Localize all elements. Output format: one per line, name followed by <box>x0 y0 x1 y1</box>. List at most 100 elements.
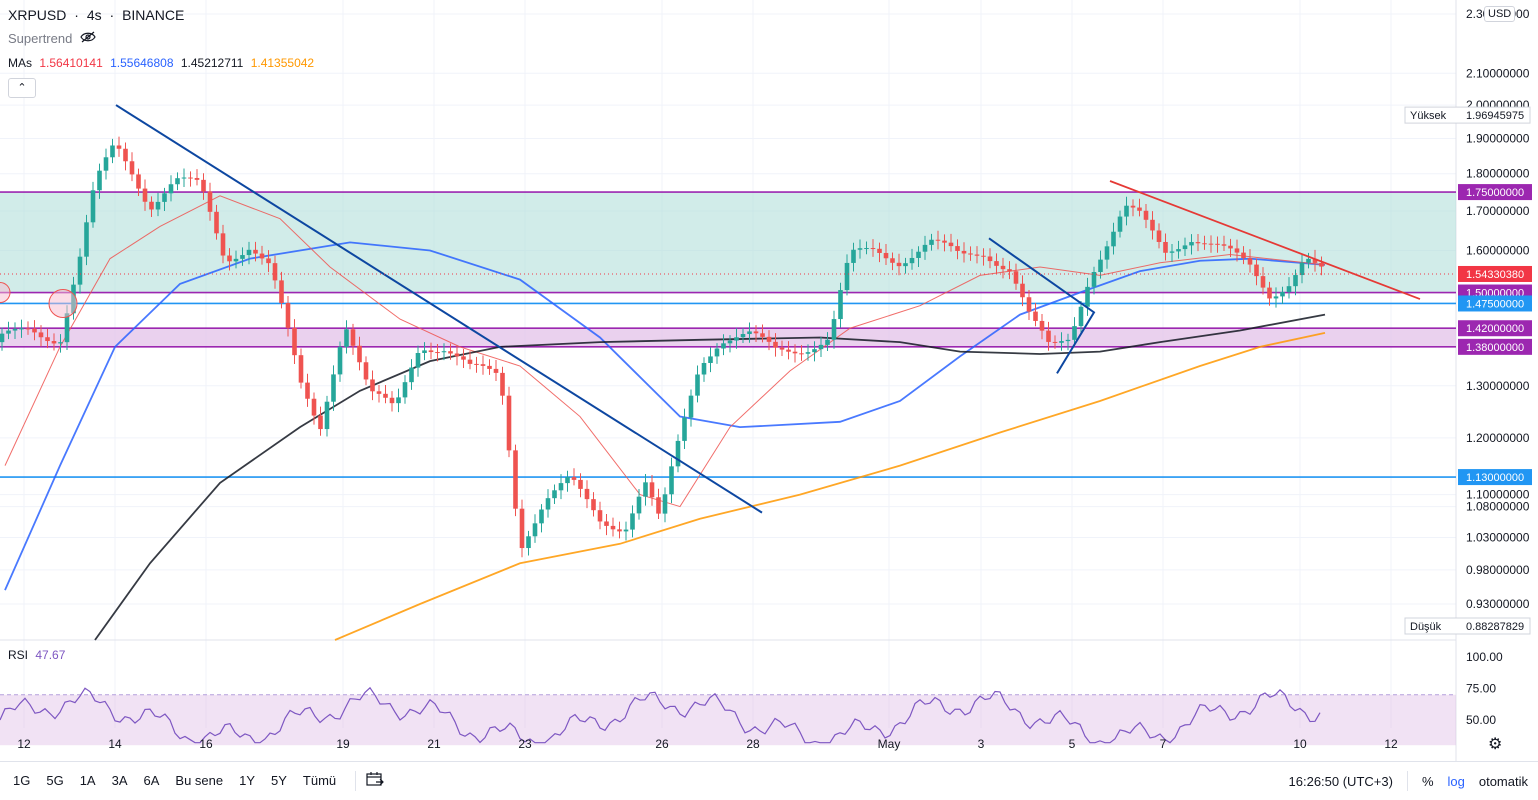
candle-body <box>974 254 980 256</box>
readout-label: Düşük <box>1410 621 1442 633</box>
level-tag <box>1458 184 1532 201</box>
zones <box>0 192 1456 347</box>
candle-body <box>857 248 863 250</box>
level-tag-label: 1.38000000 <box>1466 342 1524 354</box>
separator: · <box>109 7 115 23</box>
candle-body <box>77 256 83 285</box>
candle-body <box>1299 262 1305 276</box>
candle-body <box>747 331 752 335</box>
candle-body <box>441 351 447 353</box>
candle-body <box>942 240 947 243</box>
level-tag <box>1458 295 1532 312</box>
candle-body <box>1117 216 1123 232</box>
range-1y[interactable]: 1Y <box>239 773 256 788</box>
candle-body <box>591 499 596 511</box>
candle-body <box>552 490 557 499</box>
candle-body <box>682 417 687 441</box>
range-3m[interactable]: 3A <box>111 773 128 788</box>
price-tick-label: 2.10000000 <box>1466 66 1530 80</box>
range-6m[interactable]: 6A <box>143 773 160 788</box>
candle-body <box>103 157 109 171</box>
candle-body <box>877 248 882 253</box>
level-tag-label: 1.75000000 <box>1466 187 1524 199</box>
candle-body <box>292 327 297 356</box>
candle-body <box>0 333 5 343</box>
candle-body <box>448 351 453 354</box>
candle-body <box>1267 287 1272 299</box>
candle-body <box>266 258 271 264</box>
zone-green <box>0 192 1456 293</box>
candle-body <box>565 477 570 484</box>
candle-body <box>1150 219 1155 231</box>
candle-body <box>1124 205 1129 217</box>
candle-body <box>994 261 999 266</box>
range-1d[interactable]: 1G <box>13 773 31 788</box>
candle-body <box>1306 258 1311 263</box>
range-5d[interactable]: 5G <box>46 773 64 788</box>
candle-body <box>1065 339 1071 342</box>
time-tick-label: 5 <box>1069 737 1076 751</box>
ma-legend: MAs 1.56410141 1.55646808 1.45212711 1.4… <box>8 56 318 70</box>
range-5y[interactable]: 5Y <box>271 773 287 788</box>
range-all[interactable]: Tümü <box>302 773 337 788</box>
candle-body <box>396 397 401 404</box>
clock-time[interactable]: 16:26:50 (UTC+3) <box>1288 773 1393 789</box>
chart-canvas[interactable]: 100.0075.0050.002.300000002.100000002.00… <box>0 0 1538 761</box>
candle-body <box>532 523 538 537</box>
interval: 4s <box>86 7 102 23</box>
candle-body <box>1098 259 1103 273</box>
percent-scale-button[interactable]: % <box>1421 773 1434 789</box>
candle-body <box>298 355 304 383</box>
candle-body <box>1059 341 1064 343</box>
time-tick-label: 26 <box>655 737 669 751</box>
gear-icon[interactable]: ⚙ <box>1488 736 1503 753</box>
candle-body <box>604 521 609 526</box>
range-1m[interactable]: 1A <box>79 773 96 788</box>
time-axis[interactable]: 12 14 16 19 21 23 26 28 May 3 5 7 10 12 <box>17 737 1398 751</box>
currency-badge[interactable]: USD <box>1484 6 1516 22</box>
candlesticks <box>0 136 1324 558</box>
auto-scale-button[interactable]: otomatik <box>1478 773 1528 789</box>
price-tick-label: 0.98000000 <box>1466 563 1530 577</box>
candle-body <box>1260 276 1266 288</box>
price-tick-label: 1.03000000 <box>1466 530 1530 544</box>
candle-body <box>233 258 239 262</box>
time-tick-label: 12 <box>17 737 31 751</box>
candle-body <box>467 359 473 364</box>
candle-body <box>110 145 115 158</box>
collapse-legend-button[interactable]: ⌃ <box>8 78 36 98</box>
ma-value: 1.41355042 <box>250 56 315 70</box>
time-tick-label: 10 <box>1293 737 1307 751</box>
eye-off-icon[interactable] <box>80 31 96 46</box>
range-ytd[interactable]: Bu sene <box>175 773 224 788</box>
candle-body <box>1091 272 1097 287</box>
candle-body <box>155 201 161 210</box>
grid-lines <box>0 0 1457 761</box>
candle-body <box>545 498 551 510</box>
price-tick-label: 1.20000000 <box>1466 431 1530 445</box>
candle-body <box>1137 207 1142 211</box>
ma-value: 1.56410141 <box>39 56 103 70</box>
candle-body <box>409 367 414 383</box>
candle-body <box>539 509 544 524</box>
candle-body <box>656 497 661 514</box>
candle-body <box>669 466 674 495</box>
candle-body <box>1286 286 1292 292</box>
candle-body <box>786 349 791 352</box>
candle-body <box>376 391 382 394</box>
price-axis[interactable]: 100.0075.0050.002.300000002.100000002.00… <box>1404 7 1532 727</box>
level-tag-label: 1.13000000 <box>1466 472 1524 484</box>
rsi-legend: RSI 47.67 <box>8 648 69 662</box>
candle-body <box>116 145 122 149</box>
candle-body <box>32 328 37 333</box>
candle-body <box>285 302 291 328</box>
candle-body <box>844 262 850 291</box>
log-scale-button[interactable]: log <box>1447 773 1465 789</box>
date-range-icon[interactable] <box>366 771 385 790</box>
candle-body <box>129 161 135 175</box>
candle-body <box>519 508 525 549</box>
supertrend-legend[interactable]: Supertrend <box>8 31 100 46</box>
candle-body <box>305 382 310 399</box>
candle-body <box>526 536 531 549</box>
candle-body <box>259 253 265 259</box>
